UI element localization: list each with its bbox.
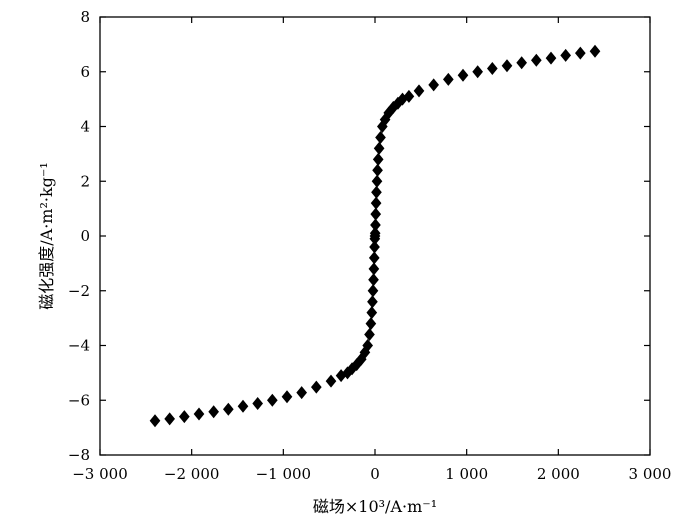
y-tick-label: −6: [68, 391, 90, 409]
y-tick-label: −8: [68, 446, 90, 464]
y-tick-label: 8: [80, 8, 90, 26]
data-point: [373, 141, 385, 155]
x-axis-ticks: [99, 17, 651, 455]
x-tick-label: 1 000: [445, 465, 488, 483]
data-point: [193, 407, 205, 421]
data-point: [370, 196, 382, 210]
data-point: [267, 393, 278, 407]
data-point: [179, 410, 190, 424]
data-point: [472, 65, 483, 79]
data-point: [443, 72, 454, 86]
data-point: [164, 412, 175, 426]
data-point: [371, 174, 383, 188]
y-axis-title: 磁化强度/A·m²·kg⁻¹: [37, 162, 56, 310]
data-point: [368, 251, 380, 265]
data-point: [369, 226, 381, 240]
data-point: [252, 397, 263, 411]
data-point: [367, 284, 379, 298]
data-point: [208, 405, 219, 419]
data-point: [367, 295, 378, 309]
data-point: [375, 130, 386, 144]
y-tick-label: −2: [68, 282, 90, 300]
y-tick-label: 6: [80, 63, 90, 81]
data-point: [281, 390, 293, 404]
y-axis-tick-labels: −8 −6 −4 −2 0 2 4 6 8: [68, 8, 90, 464]
x-axis-tick-labels: −3 000 −2 000 −1 000 0 1 000 2 000 3 000: [72, 465, 671, 483]
y-tick-label: 4: [80, 118, 90, 136]
data-point: [364, 328, 375, 342]
x-tick-label: −3 000: [72, 465, 128, 483]
data-point: [296, 386, 307, 400]
data-point: [589, 44, 601, 58]
data-point: [403, 89, 415, 103]
data-point: [487, 61, 498, 75]
data-point: [575, 46, 586, 60]
data-point: [371, 185, 382, 199]
data-point: [223, 402, 234, 416]
data-point: [370, 207, 382, 221]
data-point: [501, 59, 513, 73]
data-point: [428, 78, 439, 92]
data-point: [368, 262, 380, 276]
x-tick-label: −2 000: [164, 465, 220, 483]
data-point: [413, 84, 425, 98]
y-tick-label: 0: [80, 227, 90, 245]
data-point: [516, 56, 527, 70]
y-tick-label: 2: [80, 172, 90, 190]
data-point: [362, 339, 373, 352]
x-tick-label: 2 000: [537, 465, 580, 483]
data-markers: [149, 44, 601, 428]
data-point: [311, 380, 322, 394]
data-point: [560, 48, 571, 62]
data-point: [369, 240, 380, 254]
data-point: [366, 306, 378, 320]
x-tick-label: −1 000: [256, 465, 312, 483]
x-axis-title: 磁场×10³/A·m⁻¹: [313, 497, 437, 516]
y-axis-ticks: [100, 16, 650, 456]
data-point: [368, 273, 379, 287]
data-point: [531, 53, 542, 67]
data-point: [370, 218, 381, 232]
data-point: [365, 317, 377, 331]
data-point: [372, 152, 384, 166]
x-tick-label: 3 000: [629, 465, 672, 483]
data-point: [545, 51, 557, 65]
data-point: [237, 399, 249, 413]
data-point: [325, 374, 337, 388]
data-point: [372, 163, 383, 177]
y-tick-label: −4: [68, 337, 90, 355]
data-point: [149, 414, 161, 428]
data-point: [457, 68, 469, 82]
x-tick-label: 0: [370, 465, 380, 483]
